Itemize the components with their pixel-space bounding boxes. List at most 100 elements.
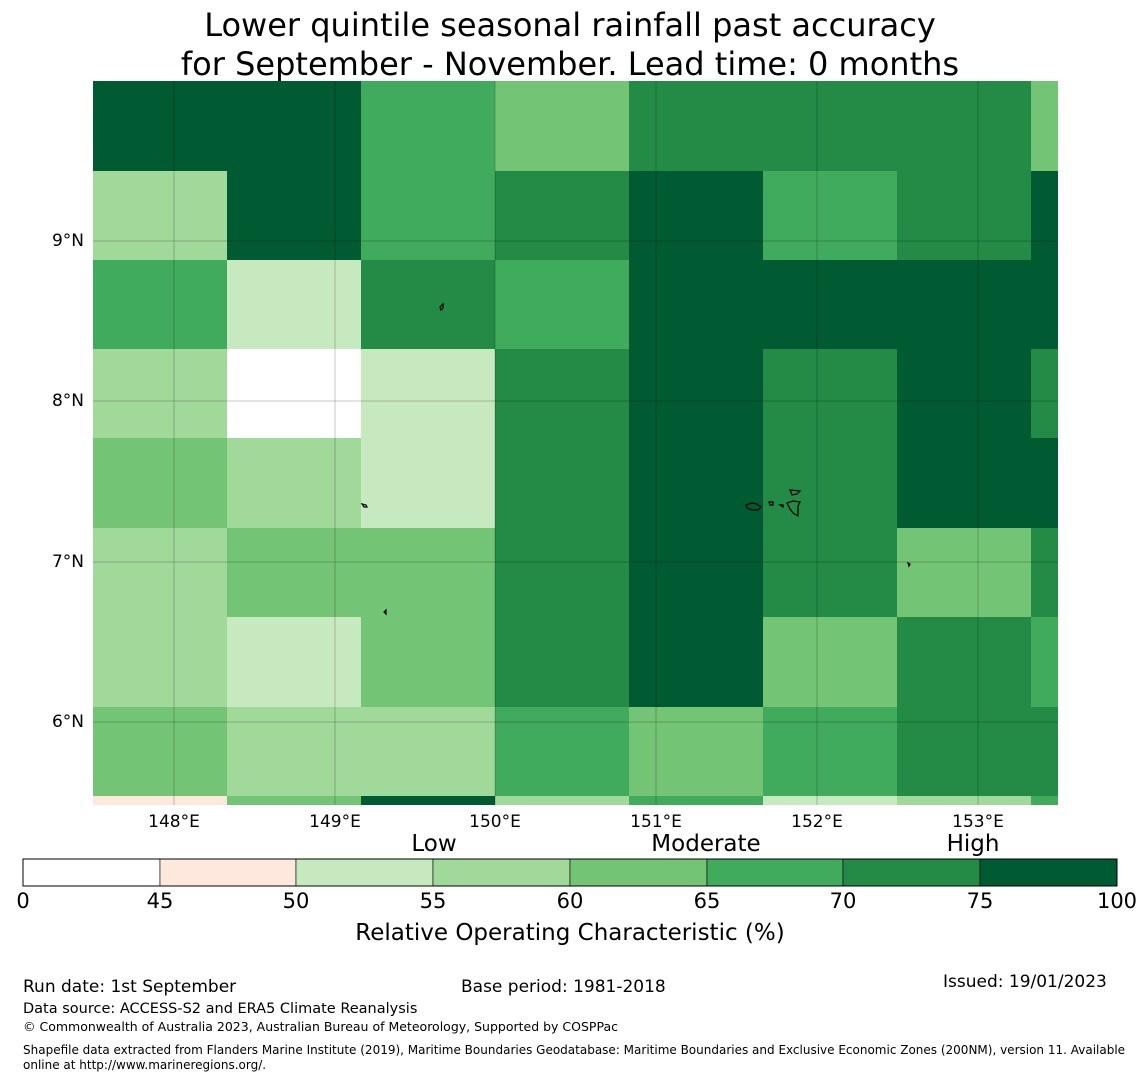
grid-cell xyxy=(93,81,228,172)
grid-cell xyxy=(897,528,1032,618)
grid-cell xyxy=(361,260,496,350)
grid-cell xyxy=(763,438,898,529)
colorbar-tick-label: 65 xyxy=(693,889,721,913)
grid-cell xyxy=(897,707,1032,797)
grid-cell xyxy=(763,260,898,350)
grid-cell xyxy=(495,349,630,439)
colorbar-segment xyxy=(569,858,708,887)
colorbar-tick-label: 55 xyxy=(419,889,447,913)
grid-cell xyxy=(897,617,1032,708)
grid-cell xyxy=(629,81,764,172)
colorbar-segment xyxy=(842,858,981,887)
shapefile-credit: Shapefile data extracted from Flanders M… xyxy=(23,1043,1126,1072)
longitude-label: 153°E xyxy=(952,812,1004,832)
grid-cell xyxy=(227,707,362,797)
grid-cell xyxy=(495,796,630,805)
grid-cell xyxy=(1031,528,1058,618)
grid-cell xyxy=(629,171,764,261)
grid-cell xyxy=(227,796,362,805)
map-title-line-1: Lower quintile seasonal rainfall past ac… xyxy=(204,6,936,44)
grid-cell xyxy=(629,349,764,439)
grid-cell xyxy=(629,617,764,708)
colorbar-tick-label: 60 xyxy=(556,889,584,913)
colorbar-frame xyxy=(22,858,1118,887)
grid-cell xyxy=(227,528,362,618)
grid-cell xyxy=(763,349,898,439)
grid-cell xyxy=(227,438,362,529)
grid-cell xyxy=(361,438,496,529)
map-title-line-2: for September - November. Lead time: 0 m… xyxy=(180,45,960,83)
grid-cell xyxy=(1031,171,1058,261)
grid-cell xyxy=(763,171,898,261)
colorbar-tick-label: 50 xyxy=(282,889,310,913)
colorbar-tick-label: 75 xyxy=(966,889,994,913)
island-outline xyxy=(383,608,387,616)
colorbar-segment xyxy=(295,858,434,887)
island-outline xyxy=(360,503,368,508)
grid-cell xyxy=(93,438,228,529)
grid-cell xyxy=(495,707,630,797)
island-outline xyxy=(906,561,911,568)
grid-cell xyxy=(1031,796,1058,805)
island-outline xyxy=(789,489,802,496)
grid-cell xyxy=(897,349,1032,439)
colorbar-segment xyxy=(432,858,571,887)
base-period: Base period: 1981-2018 xyxy=(461,977,666,997)
grid-cell xyxy=(227,260,362,350)
grid-cell xyxy=(361,796,496,805)
latitude-label: 6°N xyxy=(51,712,84,732)
island-outline xyxy=(745,502,762,511)
latitude-label: 9°N xyxy=(51,231,84,251)
grid-cell xyxy=(495,81,630,172)
colorbar-segment xyxy=(706,858,844,887)
grid-cell xyxy=(897,260,1032,350)
colorbar xyxy=(22,858,1118,887)
grid-cell xyxy=(763,796,898,805)
grid-cell xyxy=(93,617,228,708)
grid-cell xyxy=(763,528,898,618)
grid-cell xyxy=(495,617,630,708)
colorbar-segment xyxy=(159,858,297,887)
island-outline xyxy=(768,501,774,506)
grid-cell xyxy=(897,81,1032,172)
grid-cell xyxy=(629,260,764,350)
grid-cell xyxy=(361,349,496,439)
grid-cell xyxy=(495,171,630,261)
island-outline xyxy=(439,302,444,312)
grid-cell xyxy=(93,349,228,439)
grid-cell xyxy=(629,438,764,529)
grid-cell xyxy=(495,528,630,618)
run-date: Run date: 1st September xyxy=(23,977,237,997)
grid-cell xyxy=(897,171,1032,261)
grid-cell xyxy=(897,796,1032,805)
grid-cell xyxy=(897,438,1032,529)
grid-cell xyxy=(629,796,764,805)
grid-cell xyxy=(93,171,228,261)
grid-cell xyxy=(361,617,496,708)
longitude-label: 151°E xyxy=(630,812,682,832)
grid-cell xyxy=(763,707,898,797)
grid-cell xyxy=(227,617,362,708)
grid-cell xyxy=(93,260,228,350)
longitude-label: 152°E xyxy=(791,812,843,832)
grid-cell xyxy=(1031,81,1058,172)
grid-cell xyxy=(227,171,362,261)
longitude-label: 148°E xyxy=(148,812,200,832)
grid-cell xyxy=(361,528,496,618)
grid-cell xyxy=(1031,707,1058,797)
grid-cell xyxy=(93,796,228,805)
colorbar-tick-label: 70 xyxy=(829,889,857,913)
grid-cell xyxy=(361,81,496,172)
grid-cell xyxy=(1031,349,1058,439)
grid-cell xyxy=(361,171,496,261)
grid-cell xyxy=(227,349,362,439)
grid-cell xyxy=(93,528,228,618)
copyright-notice: © Commonwealth of Australia 2023, Austra… xyxy=(23,1019,618,1034)
latitude-label: 7°N xyxy=(51,552,84,572)
grid-cell xyxy=(227,81,362,172)
issued-date: Issued: 19/01/2023 xyxy=(943,972,1107,992)
grid-cell xyxy=(1031,260,1058,350)
islands xyxy=(360,302,911,616)
latitude-label: 8°N xyxy=(51,391,84,411)
